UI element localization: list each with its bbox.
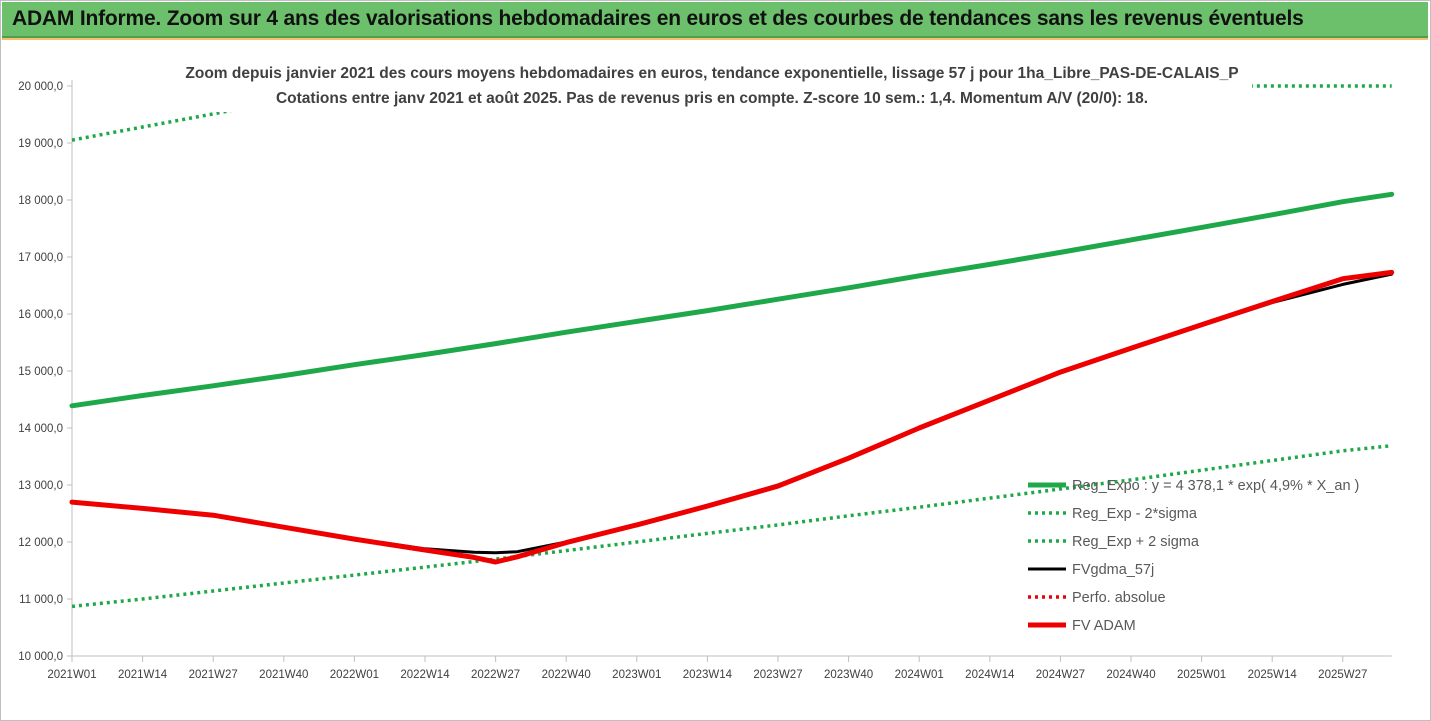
chart-title: Zoom depuis janvier 2021 des cours moyen… — [185, 65, 1238, 82]
series-line-0 — [69, 191, 1395, 409]
legend-label-3: FVgdma_57j — [1072, 562, 1154, 578]
series-line-2 — [71, 84, 1392, 142]
y-tick-label: 17 000,0 — [18, 252, 63, 264]
x-tick-label: 2021W27 — [189, 669, 238, 681]
y-tick-label: 20 000,0 — [18, 81, 63, 93]
report-banner: ADAM Informe. Zoom sur 4 ans des valoris… — [2, 2, 1428, 38]
legend-label-1: Reg_Exp - 2*sigma — [1072, 506, 1198, 522]
y-tick-label: 19 000,0 — [18, 138, 63, 150]
x-tick-label: 2025W14 — [1248, 669, 1298, 681]
y-tick-label: 18 000,0 — [18, 195, 63, 207]
x-tick-label: 2022W40 — [542, 669, 591, 681]
x-tick-label: 2022W01 — [330, 669, 379, 681]
y-tick-label: 10 000,0 — [18, 651, 63, 663]
banner-divider — [2, 38, 1428, 40]
legend-label-0: Reg_Expo : y = 4 378,1 * exp( 4,9% * X_a… — [1072, 478, 1359, 494]
x-tick-label: 2025W27 — [1318, 669, 1367, 681]
y-axis: 10 000,0 11 000,0 12 000,0 13 000,0 14 000,0… — [18, 80, 73, 663]
x-tick-label: 2025W01 — [1177, 669, 1226, 681]
y-tick-label: 13 000,0 — [18, 480, 63, 492]
x-tick-label: 2023W27 — [753, 669, 802, 681]
legend: Reg_Expo : y = 4 378,1 * exp( 4,9% * X_a… — [1028, 478, 1359, 634]
chart-subtitle: Cotations entre janv 2021 et août 2025. … — [276, 90, 1148, 107]
chart-title-block: Zoom depuis janvier 2021 des cours moyen… — [170, 58, 1252, 112]
legend-label-4: Perfo. absolue — [1072, 590, 1166, 606]
x-axis: 2021W01 2021W14 2021W27 2021W40 2022W01 2022W… — [47, 655, 1392, 681]
y-tick-label: 12 000,0 — [18, 537, 63, 549]
x-tick-label: 2023W14 — [683, 669, 733, 681]
y-tick-label: 14 000,0 — [18, 423, 63, 435]
y-tick-label: 11 000,0 — [19, 594, 63, 606]
x-tick-label: 2024W27 — [1036, 669, 1085, 681]
x-tick-label: 2022W27 — [471, 669, 520, 681]
x-tick-label: 2024W01 — [895, 669, 944, 681]
legend-label-2: Reg_Exp + 2 sigma — [1072, 534, 1200, 550]
x-tick-label: 2024W14 — [965, 669, 1015, 681]
series-lines — [69, 84, 1395, 609]
trend-chart: 10 000,0 11 000,0 12 000,0 13 000,0 14 000,0… — [18, 58, 1395, 681]
series-line-1 — [71, 443, 1392, 609]
x-tick-label: 2021W01 — [47, 669, 96, 681]
title-background — [170, 58, 1252, 112]
x-tick-label: 2021W14 — [118, 669, 168, 681]
x-tick-label: 2024W40 — [1106, 669, 1155, 681]
legend-label-5: FV ADAM — [1072, 618, 1136, 634]
y-tick-label: 16 000,0 — [18, 309, 63, 321]
x-tick-label: 2023W01 — [612, 669, 661, 681]
x-tick-label: 2022W14 — [400, 669, 450, 681]
x-tick-label: 2023W40 — [824, 669, 873, 681]
series-line-5 — [69, 269, 1395, 565]
x-tick-label: 2021W40 — [259, 669, 308, 681]
y-tick-label: 15 000,0 — [18, 366, 63, 378]
banner-title: ADAM Informe. Zoom sur 4 ans des valoris… — [12, 7, 1304, 30]
